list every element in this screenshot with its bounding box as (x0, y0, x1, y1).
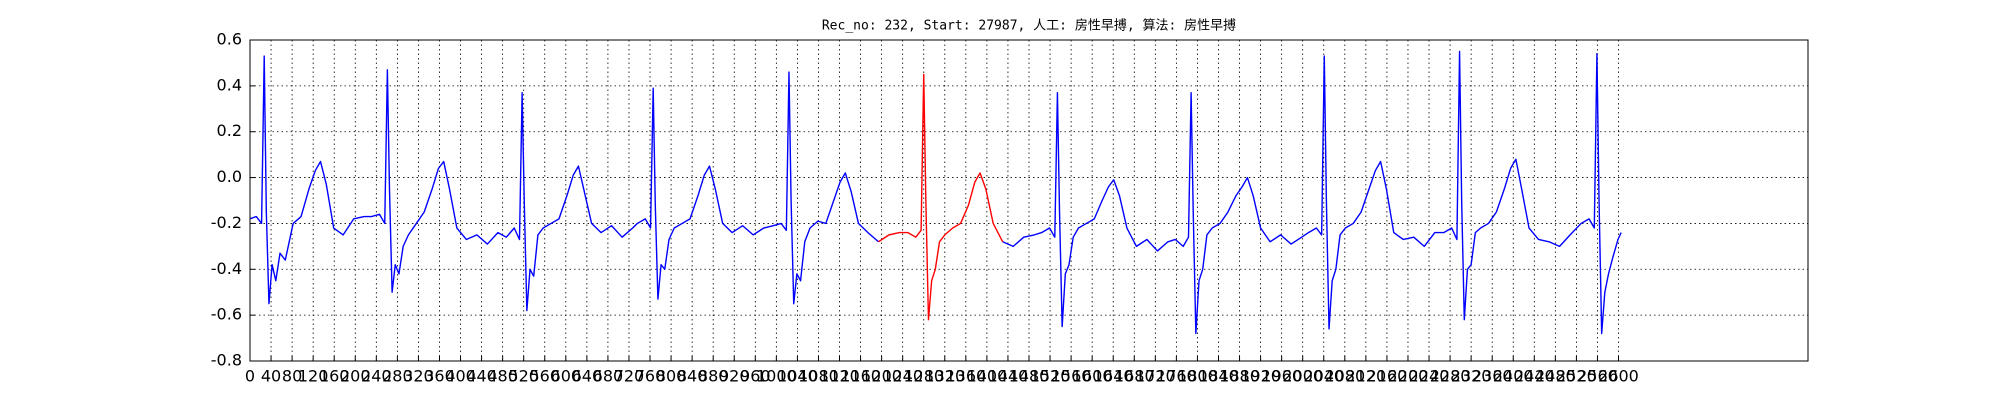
x-tick-label: 80 (282, 367, 302, 386)
x-tick-label: 2440 (1514, 367, 1555, 386)
x-tick-label: 640 (572, 367, 603, 386)
x-tick-label: 2000 (1282, 367, 1323, 386)
x-tick-label: 1520 (1030, 367, 1071, 386)
y-tick-label: 0.4 (217, 75, 242, 94)
x-tick-label: 160 (319, 367, 350, 386)
x-tick-label: 1160 (840, 367, 881, 386)
x-tick-label: 2080 (1324, 367, 1365, 386)
x-tick-label: 2120 (1346, 367, 1387, 386)
x-tick-label: 600 (551, 367, 582, 386)
chart-title: Rec_no: 232, Start: 27987, 人工: 房性早搏, 算法:… (822, 18, 1236, 34)
x-tick-label: 360 (424, 367, 455, 386)
x-tick-label: 2040 (1303, 367, 1344, 386)
y-tick-label: -0.6 (211, 305, 242, 324)
x-tick-label: 680 (593, 367, 624, 386)
x-tick-label: 1960 (1261, 367, 1302, 386)
x-tick-label: 440 (466, 367, 497, 386)
x-tick-label: 0 (245, 367, 255, 386)
x-tick-label: 1800 (1177, 367, 1218, 386)
x-tick-label: 1600 (1072, 367, 1113, 386)
plot-frame (249, 39, 1809, 362)
x-tick-label: 1240 (882, 367, 923, 386)
x-tick-label: 1480 (1009, 367, 1050, 386)
x-tick-label: 1920 (1240, 367, 1281, 386)
x-tick-label: 2160 (1367, 367, 1408, 386)
y-tick-label: -0.2 (211, 213, 242, 232)
x-tick-label: 1400 (967, 367, 1008, 386)
x-tick-label: 120 (298, 367, 329, 386)
x-tick-label: 520 (508, 367, 539, 386)
y-tick-label: 0.0 (217, 167, 242, 186)
x-tick-label: 1760 (1156, 367, 1197, 386)
x-tick-label: 560 (529, 367, 560, 386)
x-tick-label: 40 (261, 367, 281, 386)
x-tick-label: 1560 (1051, 367, 1092, 386)
x-tick-label: 2480 (1535, 367, 1576, 386)
x-tick-label: 2320 (1451, 367, 1492, 386)
x-tick-label: 480 (487, 367, 518, 386)
x-tick-label: 840 (677, 367, 708, 386)
y-tick-label: 0.6 (217, 30, 242, 49)
x-tick-label: 1200 (861, 367, 902, 386)
x-tick-label: 1360 (945, 367, 986, 386)
x-tick-label: 320 (403, 367, 434, 386)
x-tick-label: 1000 (756, 367, 797, 386)
x-tick-label: 2560 (1577, 367, 1618, 386)
x-tick-label: 1720 (1135, 367, 1176, 386)
x-tick-label: 2280 (1430, 367, 1471, 386)
x-tick-label: 1840 (1198, 367, 1239, 386)
x-tick-label: 1680 (1114, 367, 1155, 386)
x-tick-label: 2240 (1409, 367, 1450, 386)
x-tick-label: 400 (445, 367, 476, 386)
series-line (878, 73, 1004, 321)
x-tick-label: 960 (740, 367, 771, 386)
series-line (249, 50, 1622, 335)
x-tick-label: 1640 (1093, 367, 1134, 386)
y-tick-label: 0.2 (217, 121, 242, 140)
y-tick-label: -0.4 (211, 259, 242, 278)
x-tick-label: 2520 (1556, 367, 1597, 386)
x-tick-label: 1320 (924, 367, 965, 386)
x-tick-label: 760 (635, 367, 666, 386)
x-tick-label: 1440 (988, 367, 1029, 386)
x-tick-label: 2400 (1493, 367, 1534, 386)
x-tick-label: 1040 (777, 367, 818, 386)
x-tick-label: 2360 (1472, 367, 1513, 386)
x-tick-label: 720 (614, 367, 645, 386)
x-tick-label: 200 (340, 367, 371, 386)
x-tick-label: 800 (656, 367, 687, 386)
x-tick-label: 2200 (1388, 367, 1429, 386)
x-tick-label: 280 (382, 367, 413, 386)
y-tick-label: -0.8 (211, 351, 242, 370)
x-tick-label: 1120 (819, 367, 860, 386)
x-tick-label: 240 (361, 367, 392, 386)
x-tick-label: 1080 (798, 367, 839, 386)
x-tick-label: 2600 (1598, 367, 1639, 386)
x-tick-label: 1880 (1219, 367, 1260, 386)
x-tick-label: 920 (719, 367, 750, 386)
x-tick-label: 1280 (903, 367, 944, 386)
x-tick-label: 880 (698, 367, 729, 386)
